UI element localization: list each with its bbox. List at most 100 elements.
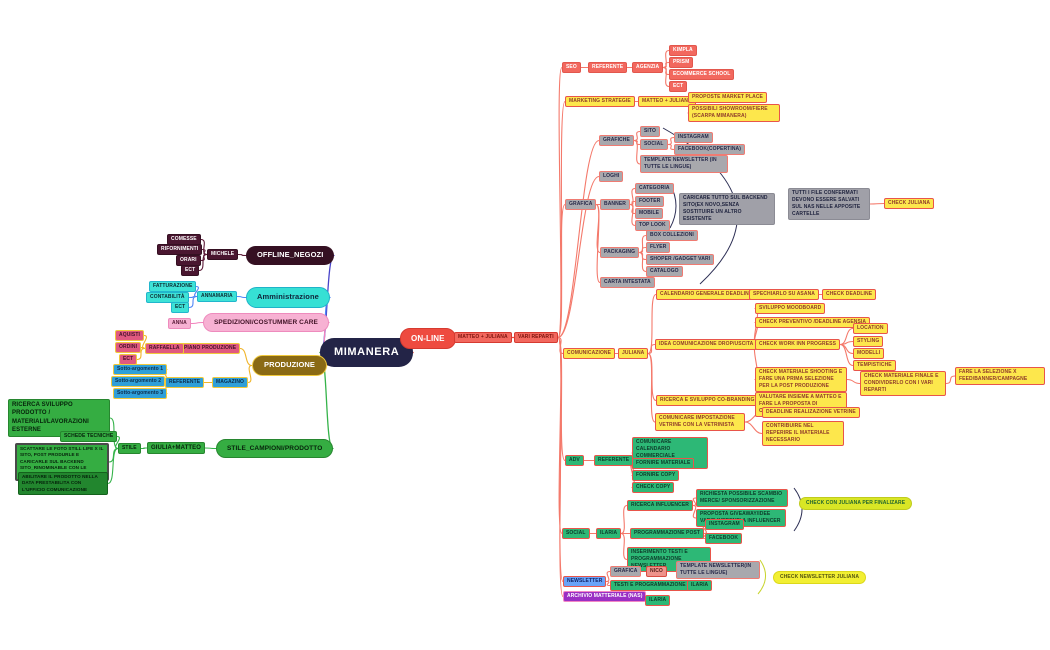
node-abilitare[interactable]: ABILITARE IL PRODOTTO NELLA DATA PRESTAB… (18, 472, 108, 496)
node-giuliamatteo[interactable]: GIULIA+MATTEO (147, 442, 206, 455)
node-refmag[interactable]: REFERENTE (165, 377, 205, 388)
node-aquisti[interactable]: AQUISTI (115, 330, 144, 341)
node-calendario[interactable]: CALENDARIO GENERALE DEADLINE (656, 289, 757, 300)
node-mkt[interactable]: MARKETING STRATEGIE (565, 96, 635, 107)
node-tmplnl2[interactable]: TEMPLATE NEWSLETTER(IN TUTTE LE LINGUE) (676, 561, 760, 579)
node-possibili[interactable]: POSSIBILI SHOWROOM/FIERE (SCARPA MIMANER… (688, 104, 780, 122)
node-checkwork[interactable]: CHECK WORK INN PROGRESS (755, 339, 841, 350)
node-svmood[interactable]: SVILUPPO MOODBOARD (755, 303, 826, 314)
node-juliana[interactable]: JULIANA (618, 348, 649, 359)
node-offline[interactable]: OFFLINE_NEGOZI (246, 246, 335, 265)
node-spechiarlo[interactable]: SPECHIARLO SU ASANA (749, 289, 819, 300)
node-raffaella[interactable]: RAFFAELLA (145, 343, 184, 354)
node-cartaint[interactable]: CARTA INTESTATA (600, 277, 655, 288)
node-checknlj[interactable]: CHECK NEWSLETTER JULIANA (773, 571, 867, 584)
node-checkdl[interactable]: CHECK DEADLINE (822, 289, 877, 300)
node-fbcop[interactable]: FACEBOOK(COPERTINA) (674, 144, 746, 155)
node-ordini[interactable]: ORDINI (115, 342, 142, 353)
node-refadv[interactable]: REFERENTE (594, 455, 634, 466)
node-sotto2[interactable]: Sotto-argomento 2 (111, 376, 166, 387)
node-tuttifile[interactable]: TUTTI I FILE CONFERMATI DEVONO ESSERE SA… (788, 188, 870, 220)
node-archivio[interactable]: ARCHIVIO MATTERIALE (NAS) (563, 591, 647, 602)
node-ect2[interactable]: ECT (171, 302, 190, 313)
node-catalogo[interactable]: CATALOGO (646, 266, 683, 277)
node-dlvetrine[interactable]: DEADLINE REALIZAZIONE VETRINE (762, 407, 860, 418)
node-nico[interactable]: NICO (646, 566, 667, 577)
node-ricinflu[interactable]: RICERCA INFLUENCER (627, 500, 694, 511)
node-idea[interactable]: IDEA COMUNICAZIONE DROP/USCITA (655, 339, 758, 350)
node-checkshoot[interactable]: CHECK MATERIALE SHOOTING E FARE UNA PRIM… (755, 367, 847, 392)
node-caricare[interactable]: CARICARE TUTTO SUL BACKEND SITO(EX NOVO,… (679, 193, 775, 225)
node-checkcopy[interactable]: CHECK COPY (632, 482, 675, 493)
node-ecomschool[interactable]: ECOMMERCE SCHOOL (669, 69, 735, 80)
node-instag2[interactable]: INSTAGRAM (705, 519, 744, 530)
node-checkconj[interactable]: CHECK CON JULIANA PER FINALIZARE (799, 497, 913, 510)
node-location[interactable]: LOCATION (853, 323, 888, 334)
node-adv[interactable]: ADV (565, 455, 584, 466)
node-checkjul1[interactable]: CHECK JULIANA (884, 198, 935, 209)
node-fatturazione[interactable]: FATTURAZIONE (149, 281, 197, 292)
node-shoper[interactable]: SHOPER /GADGET VARI (646, 254, 715, 265)
node-testiprog[interactable]: TESTI E PROGRAMMAZIONE (610, 580, 690, 591)
node-richscambio[interactable]: RICHIESTA POSSIBILE SCAMBIO MERCE/ SPONS… (696, 489, 788, 507)
node-annamaria[interactable]: ANNAMARIA (197, 291, 237, 302)
node-ect1[interactable]: ECT (181, 265, 200, 276)
node-magazino[interactable]: MAGAZINO (212, 377, 249, 388)
node-socialg[interactable]: SOCIAL (640, 139, 668, 150)
node-comunicazione[interactable]: COMUNICAZIONE (563, 348, 616, 359)
node-vari[interactable]: VARI REPARTI (514, 332, 558, 343)
node-mimanera[interactable]: MIMANERA (320, 338, 414, 368)
node-banner[interactable]: BANNER (600, 199, 630, 210)
node-ilaria3[interactable]: ILARIA (645, 595, 671, 606)
node-loghi[interactable]: LOGHI (599, 171, 624, 182)
node-fb2[interactable]: FACEBOOK (705, 533, 743, 544)
node-fareselez[interactable]: FARE LA SELEZIONE X FEED/BANNER/CAMPAGNE (955, 367, 1045, 385)
node-boxcol[interactable]: BOX COLLEZIONI (646, 230, 698, 241)
node-mobile[interactable]: MOBILE (635, 208, 664, 219)
node-proposte[interactable]: PROPOSTE MARKET PLACE (688, 92, 767, 103)
node-sotto3[interactable]: Sotto-argomento 3 (113, 388, 168, 399)
node-produzione[interactable]: PRODUZIONE (252, 355, 328, 376)
node-tempistiche[interactable]: TEMPISTICHE (853, 360, 896, 371)
node-kimpla[interactable]: KIMPLA (669, 45, 697, 56)
node-anna[interactable]: ANNA (168, 318, 191, 329)
node-progpost[interactable]: PROGRAMMAZIONE POST (630, 528, 705, 539)
node-checkprev[interactable]: CHECK PREVENTIVO /DEADLINE AGENSIA (755, 317, 871, 328)
node-ilaria1[interactable]: ILARIA (596, 528, 622, 539)
node-rifornimenti[interactable]: RIFORNIMENTI (157, 244, 203, 255)
node-social2[interactable]: SOCIAL (562, 528, 590, 539)
node-sito[interactable]: SITO (640, 126, 660, 137)
node-ricsviluppo[interactable]: RICERCA SVILUPPO PRODOTTO / MATERIALI/LA… (8, 399, 110, 437)
node-ammin[interactable]: Amministrazione (246, 287, 330, 308)
node-tmplnl1[interactable]: TEMPLATE NEWSLETTER (IN TUTTE LE LINGUE) (640, 155, 728, 173)
node-grafiche[interactable]: GRAFICHE (599, 135, 634, 146)
node-seo[interactable]: SEO (562, 62, 581, 73)
node-contribuire[interactable]: CONTRIBUIRE NEL REPERIRE IL MATERIALE NE… (762, 421, 844, 446)
node-prism[interactable]: PRISM (669, 57, 694, 68)
node-ect4[interactable]: ECT (669, 81, 688, 92)
node-stilepill[interactable]: STILE_CAMPIONI/PRODOTTO (216, 439, 334, 459)
node-flyer[interactable]: FLYER (646, 242, 671, 253)
node-schede[interactable]: SCHEDE TECNICHE (60, 431, 118, 442)
node-online[interactable]: ON-LINE (400, 328, 456, 350)
node-categoria[interactable]: CATEGORIA (635, 183, 674, 194)
node-mj-main[interactable]: MATTEO + JULIANA (454, 332, 512, 343)
node-fornmat[interactable]: FORNIRE MATERIALE (632, 458, 695, 469)
node-agenzia[interactable]: AGENZIA (632, 62, 664, 73)
node-stile[interactable]: STILE (118, 443, 141, 454)
node-styling[interactable]: STYLING (853, 336, 884, 347)
node-pianoprod[interactable]: PIANO PRODUZIONE (180, 343, 241, 354)
node-grafica[interactable]: GRAFICA (565, 199, 597, 210)
node-forncopy[interactable]: FORNIRE COPY (632, 470, 680, 481)
node-footer[interactable]: FOOTER (635, 196, 665, 207)
node-sotto1[interactable]: Sotto-argomento 1 (113, 364, 168, 375)
node-graficanl[interactable]: GRAFICA (610, 566, 642, 577)
node-michele[interactable]: MICHELE (207, 249, 239, 260)
node-refseo[interactable]: REFERENTE (588, 62, 628, 73)
node-checkfinale[interactable]: CHECK MATERIALE FINALE E CONDIVIDERLO CO… (860, 371, 946, 396)
node-contabilita[interactable]: CONTABILITÀ (146, 292, 189, 303)
node-comvetrine[interactable]: COMUNICARE IMPOSTAZIONE VETRINE CON LA V… (655, 413, 745, 431)
node-ilaria2[interactable]: ILARIA (687, 580, 713, 591)
node-instag1[interactable]: INSTAGRAM (674, 132, 713, 143)
node-modelli[interactable]: MODELLI (853, 348, 885, 359)
